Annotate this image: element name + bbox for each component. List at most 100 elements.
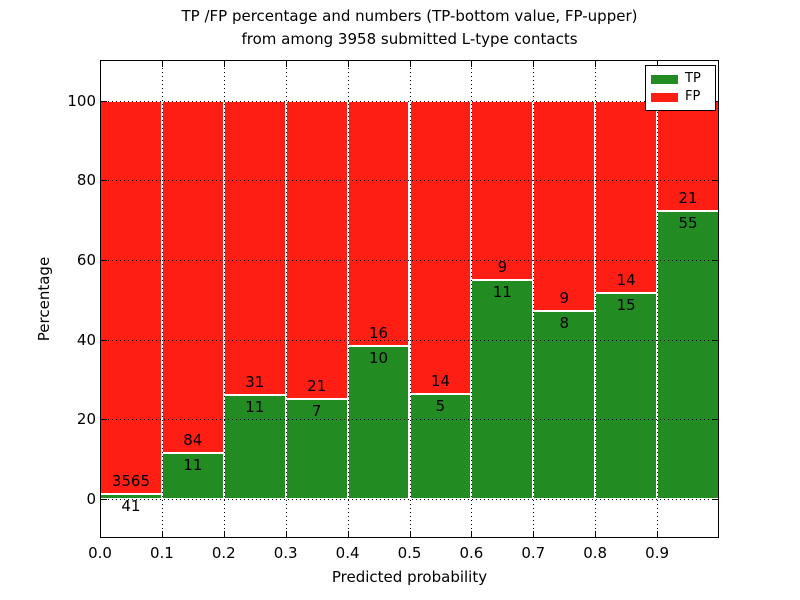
y-tick-left <box>101 259 107 261</box>
bar-segment-fp <box>409 100 472 395</box>
bar-segment-tp <box>285 399 348 499</box>
fp-count-label: 31 <box>245 372 265 391</box>
x-tick-bottom <box>100 531 101 537</box>
fp-swatch-icon <box>651 92 678 102</box>
tp-count-label: 7 <box>311 402 322 421</box>
v-gridline <box>409 60 411 538</box>
y-tick-left <box>101 339 107 341</box>
y-tick-label: 20 <box>76 410 96 429</box>
y-tick-label: 40 <box>76 330 96 349</box>
tp-count-label: 15 <box>616 295 636 314</box>
x-tick-bottom <box>409 531 411 537</box>
bar-segment-tp <box>471 279 534 499</box>
y-tick-right <box>712 339 718 341</box>
y-tick-left <box>101 419 107 421</box>
v-gridline <box>533 60 535 538</box>
x-tick-label: 0.5 <box>397 544 422 562</box>
tp-count-label: 11 <box>492 282 512 301</box>
x-tick-bottom <box>223 531 225 537</box>
v-gridline <box>595 60 597 538</box>
bar-segment-tp <box>347 345 410 499</box>
y-tick-label: 0 <box>86 490 96 508</box>
bar-segment-fp <box>285 100 348 400</box>
x-tick-top <box>471 61 473 67</box>
tp-count-label: 8 <box>559 314 570 333</box>
x-tick-label: 0.7 <box>521 544 546 562</box>
x-tick-bottom <box>657 531 659 537</box>
legend-label-tp: TP <box>685 71 701 86</box>
y-axis-label: Percentage <box>35 256 53 342</box>
bar-segment-fp <box>161 100 224 453</box>
tp-count-label: 5 <box>435 397 446 416</box>
x-tick-top <box>285 61 287 67</box>
y-tick-left <box>101 499 107 500</box>
legend: TP FP <box>645 65 716 111</box>
tp-count-label: 11 <box>183 455 203 474</box>
fp-count-label: 9 <box>497 257 508 276</box>
bar-segment-tp <box>595 292 658 499</box>
bar-segment-fp <box>223 100 286 395</box>
legend-label-fp: FP <box>685 89 701 104</box>
y-tick-left <box>101 100 107 102</box>
bar-segment-tp <box>657 210 719 499</box>
y-tick-label: 100 <box>67 91 96 110</box>
x-tick-bottom <box>533 531 535 537</box>
x-tick-label: 0.2 <box>211 544 236 562</box>
bar-segment-fp <box>100 100 162 495</box>
x-tick-top <box>657 61 659 67</box>
x-tick-bottom <box>595 531 597 537</box>
y-tick-label: 60 <box>76 250 96 269</box>
fp-count-label: 3565 <box>111 472 151 491</box>
fp-count-label: 84 <box>183 430 203 449</box>
v-gridline <box>161 60 163 538</box>
v-gridline <box>285 60 287 538</box>
x-tick-label: 0.0 <box>88 544 112 562</box>
fp-count-label: 9 <box>559 289 570 308</box>
v-gridline <box>471 60 473 538</box>
tp-count-label: 55 <box>678 213 698 232</box>
bar-segment-fp <box>595 100 658 293</box>
x-tick-bottom <box>471 531 473 537</box>
bar-segment-tp <box>223 394 286 499</box>
y-tick-right <box>712 259 718 261</box>
x-tick-bottom <box>347 531 349 537</box>
tp-swatch-icon <box>651 74 678 84</box>
bar-segment-fp <box>347 100 410 346</box>
v-gridline <box>347 60 349 538</box>
x-tick-bottom <box>285 531 287 537</box>
fp-count-label: 14 <box>430 372 450 391</box>
bar-segment-fp <box>471 100 534 280</box>
y-tick-label: 80 <box>76 171 96 190</box>
chart-title: TP /FP percentage and numbers (TP-bottom… <box>100 5 719 51</box>
legend-entry-fp: FP <box>651 90 710 104</box>
tp-count-label: 41 <box>121 497 141 516</box>
x-tick-label: 0.9 <box>645 544 670 562</box>
y-tick-right <box>712 499 718 500</box>
fp-count-label: 16 <box>369 323 389 342</box>
y-tick-right <box>712 419 718 421</box>
x-tick-top <box>533 61 535 67</box>
tp-count-label: 11 <box>245 397 265 416</box>
y-tick-left <box>101 180 107 182</box>
x-tick-top <box>595 61 597 67</box>
x-tick-top <box>100 61 101 67</box>
x-tick-top <box>347 61 349 67</box>
x-tick-top <box>223 61 225 67</box>
x-tick-label: 0.6 <box>459 544 484 562</box>
v-gridline <box>223 60 225 538</box>
chart-title-line1: TP /FP percentage and numbers (TP-bottom… <box>181 7 638 25</box>
fp-count-label: 14 <box>616 270 636 289</box>
y-tick-right <box>712 180 718 182</box>
fp-count-label: 21 <box>307 377 327 396</box>
fp-count-label: 21 <box>678 188 698 207</box>
x-axis-label: Predicted probability <box>331 568 488 586</box>
bar-segment-fp <box>533 100 596 312</box>
x-tick-top <box>409 61 411 67</box>
tp-count-label: 10 <box>369 348 389 367</box>
legend-entry-tp: TP <box>651 72 710 86</box>
v-gridline <box>657 60 659 538</box>
x-tick-top <box>161 61 163 67</box>
x-tick-bottom <box>161 531 163 537</box>
bar-segment-tp <box>533 311 596 499</box>
